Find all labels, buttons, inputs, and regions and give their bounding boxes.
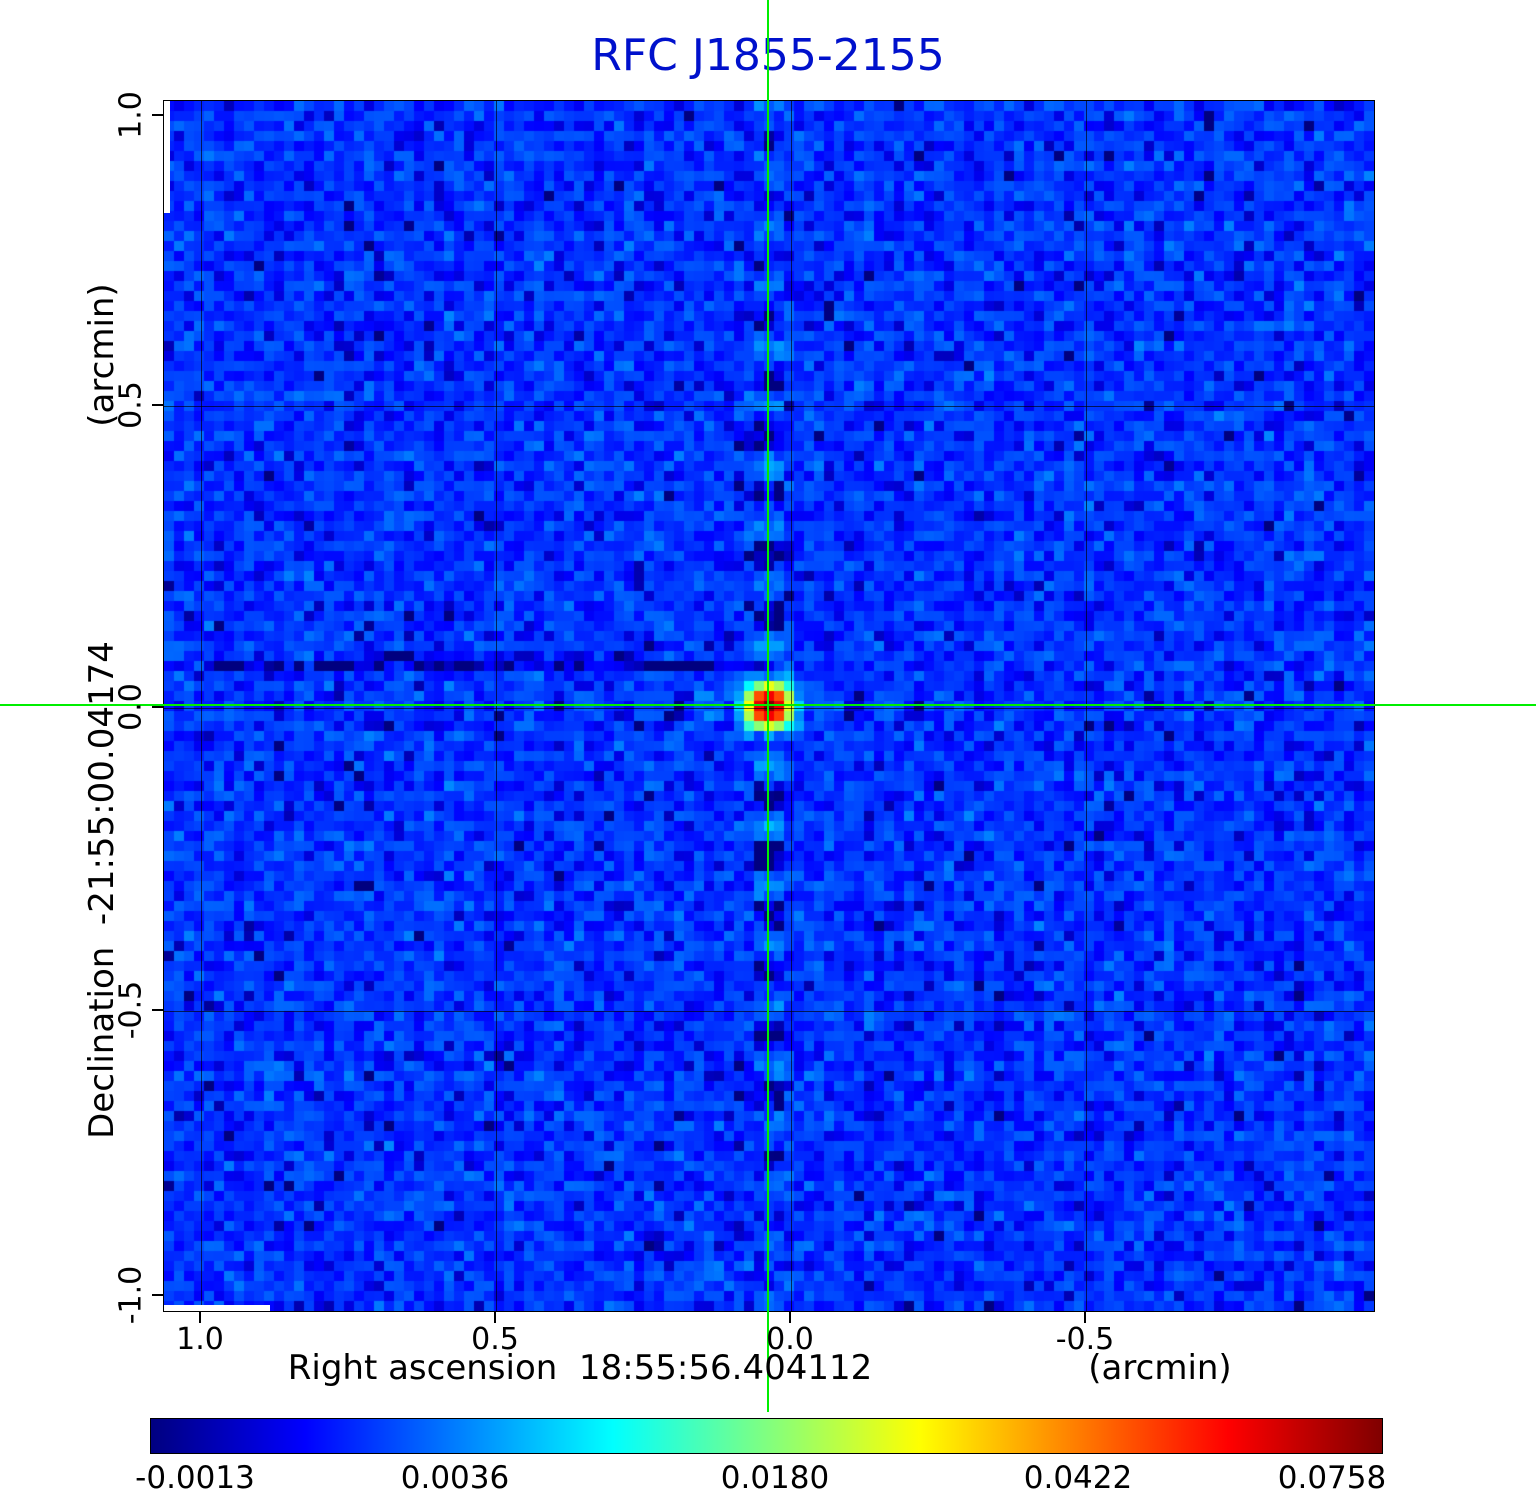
x-tick-label: -0.5 bbox=[1055, 1322, 1115, 1357]
y-tick-label: 1.0 bbox=[113, 91, 149, 139]
sky-image-plot bbox=[163, 100, 1375, 1312]
gridline-ra-1.0 bbox=[201, 101, 202, 1311]
colorbar-tick-label: 0.0036 bbox=[400, 1460, 510, 1496]
x-tick-label: 1.0 bbox=[176, 1322, 224, 1357]
x-tick-mark bbox=[494, 1312, 496, 1323]
x-tick-mark bbox=[1084, 1312, 1086, 1323]
y-tick-mark bbox=[152, 114, 163, 116]
x-tick-mark bbox=[789, 1312, 791, 1323]
y-tick-mark bbox=[152, 1009, 163, 1011]
x-tick-label: 0.5 bbox=[471, 1322, 519, 1357]
artifact-top-left bbox=[164, 101, 170, 213]
colorbar-tick-label: 0.0422 bbox=[1023, 1460, 1133, 1496]
gridline-ra-0.0 bbox=[791, 101, 792, 1311]
plot-title: RFC J1855-2155 bbox=[591, 30, 945, 81]
colorbar-tick-label: 0.0180 bbox=[720, 1460, 830, 1496]
gridline-dec-0.0 bbox=[164, 708, 1374, 709]
x-axis-unit: (arcmin) bbox=[1088, 1348, 1232, 1388]
heatmap-canvas bbox=[164, 101, 1374, 1311]
colorbar bbox=[150, 1418, 1383, 1454]
colorbar-tick-label: -0.0013 bbox=[135, 1460, 255, 1496]
y-tick-mark bbox=[152, 706, 163, 708]
artifact-bottom-left bbox=[164, 1305, 270, 1311]
y-tick-label: -1.0 bbox=[113, 1265, 149, 1325]
x-tick-mark bbox=[199, 1312, 201, 1323]
x-tick-label: 0.0 bbox=[766, 1322, 814, 1357]
y-tick-mark bbox=[152, 1294, 163, 1296]
gridline-dec-0.5 bbox=[164, 406, 1374, 407]
y-axis-unit: (arcmin) bbox=[82, 283, 122, 427]
y-tick-mark bbox=[152, 404, 163, 406]
gridline-ra-0.5 bbox=[496, 101, 497, 1311]
gridline-dec--0.5 bbox=[164, 1011, 1374, 1012]
colorbar-tick-label: 0.0758 bbox=[1277, 1460, 1387, 1496]
x-axis-title: Right ascension 18:55:56.404112 bbox=[287, 1348, 873, 1388]
y-axis-title: Declination -21:55:00.04174 bbox=[82, 641, 122, 1139]
crosshair-vertical bbox=[767, 0, 769, 1412]
gridline-ra--0.5 bbox=[1086, 101, 1087, 1311]
